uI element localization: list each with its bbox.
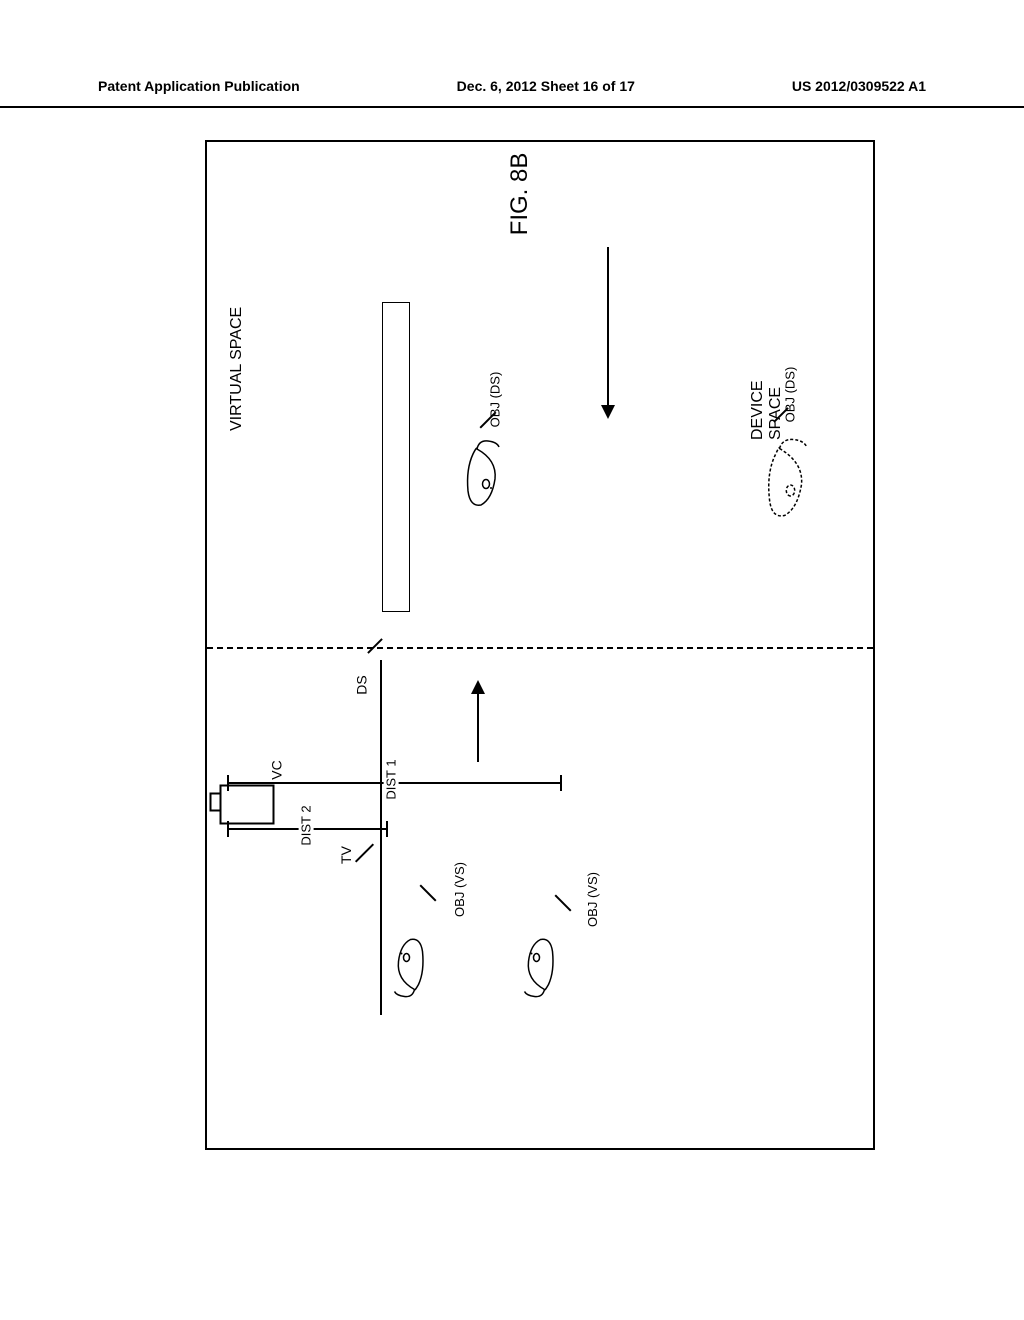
patent-page: Patent Application Publication Dec. 6, 2… <box>0 0 1024 1320</box>
dist2-label: DIST 2 <box>299 801 314 849</box>
dist1-label: DIST 1 <box>384 755 399 803</box>
mouse-obj-vs-1 <box>385 930 430 1000</box>
tv-line-icon <box>380 660 382 1015</box>
device-space-label: DEVICE SPACE <box>749 334 785 440</box>
obj-vs-leader-1 <box>420 885 437 902</box>
dist1-bracket: DIST 1 <box>227 782 562 784</box>
arrow-ds-icon <box>607 247 609 417</box>
tv-leader-line <box>355 843 374 862</box>
figure-area: FIG. 8B VIRTUAL SPACE VC TV OBJ (VS) OBJ… <box>155 140 885 1170</box>
mouse-obj-ds-1 <box>460 437 510 517</box>
ds-leader-line <box>367 638 383 654</box>
vc-label: VC <box>269 760 285 779</box>
obj-ds-label-2: OBJ (DS) <box>782 367 797 423</box>
ds-label: DS <box>354 675 370 694</box>
obj-vs-label-1: OBJ (VS) <box>452 862 467 917</box>
mouse-obj-vs-2 <box>515 930 560 1000</box>
obj-vs-label-2: OBJ (VS) <box>585 872 600 927</box>
obj-vs-leader-2 <box>555 895 572 912</box>
header-left: Patent Application Publication <box>98 78 300 102</box>
virtual-space-label: VIRTUAL SPACE <box>228 307 246 431</box>
tv-label: TV <box>338 846 354 864</box>
header-center: Dec. 6, 2012 Sheet 16 of 17 <box>457 78 635 102</box>
header-right: US 2012/0309522 A1 <box>792 78 926 102</box>
figure-border: VIRTUAL SPACE VC TV OBJ (VS) OBJ (VS) <box>205 140 875 1150</box>
arrow-vs-icon <box>477 682 479 762</box>
dist2-bracket: DIST 2 <box>227 828 388 830</box>
mouse-obj-ds-2 <box>760 435 820 530</box>
ds-rect-icon <box>382 302 410 612</box>
space-divider <box>207 647 873 649</box>
